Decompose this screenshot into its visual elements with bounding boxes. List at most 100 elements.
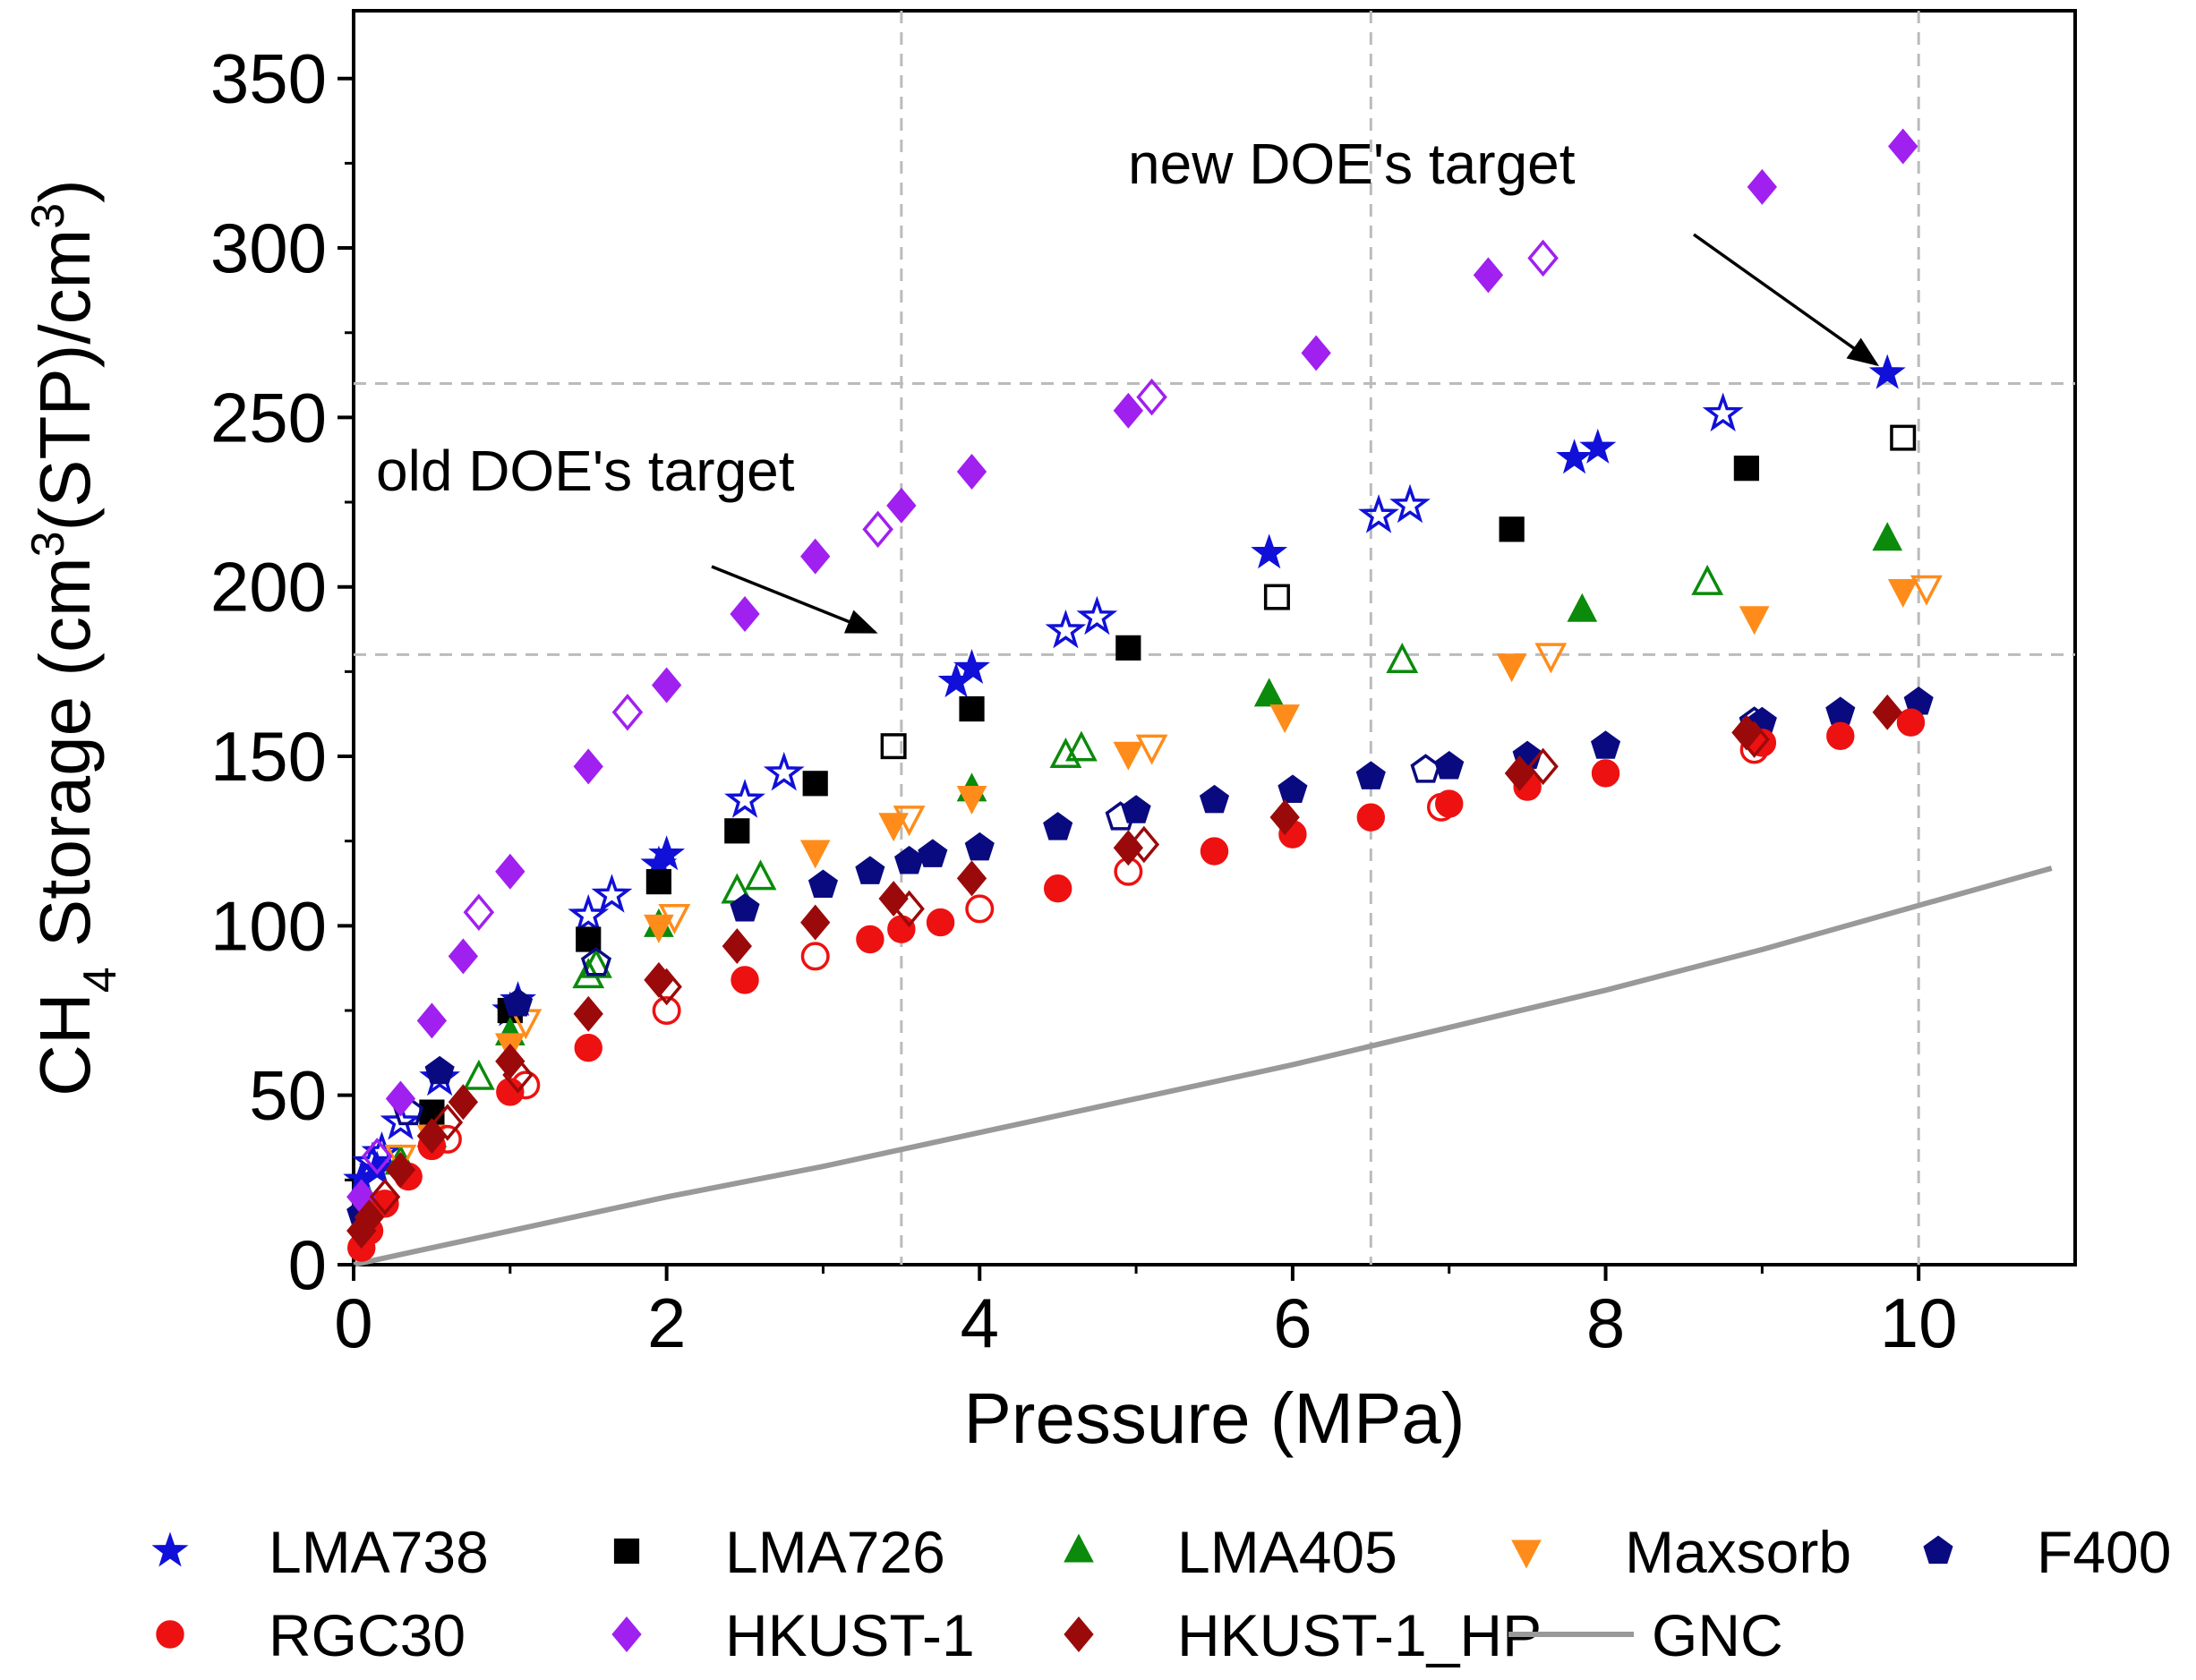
hkust-1-point: [730, 596, 760, 632]
gnc-curve-layer: [353, 866, 2053, 1267]
legend-label-rgc30: RGC30: [269, 1602, 466, 1668]
lma726-open-point: [1263, 584, 1290, 610]
legend-item-gnc: GNC: [1508, 1602, 1783, 1668]
annotation-arrow: [1692, 233, 1880, 367]
hkust-1-hp-point: [1731, 714, 1762, 751]
lma405-point: [1567, 593, 1598, 622]
hkust-1-open-point: [361, 1138, 393, 1175]
lma726-point: [724, 818, 750, 844]
hkust-1-open-point: [862, 510, 893, 549]
f400-point: [807, 869, 839, 899]
legend-item-maxsorb: Maxsorb: [1511, 1519, 1851, 1585]
f400-point: [1355, 761, 1386, 789]
data-markers: [343, 128, 1943, 1262]
legend-swatch-lma405: [1064, 1533, 1094, 1563]
plot-frame: [352, 9, 2077, 1266]
legend-item-lma405: LMA405: [1064, 1519, 1397, 1585]
f400-open-point: [1410, 754, 1441, 783]
maxsorb-point: [1113, 741, 1144, 771]
legend-label-hkust-1: HKUST-1: [725, 1602, 975, 1668]
hkust-1-hp-open-point: [432, 1104, 464, 1141]
x-tick-label: 2: [647, 1283, 686, 1362]
hkust-1-point: [1888, 128, 1918, 165]
y-axis-title-sub: 4: [74, 967, 126, 993]
lma738-open-point: [724, 779, 765, 818]
annotations: old DOE's target new DOE's target: [376, 132, 1880, 634]
rgc30-point: [1356, 803, 1386, 831]
y-tick-label: 300: [210, 209, 327, 287]
legend-swatch-rgc30: [156, 1620, 184, 1649]
hkust-1-hp-point: [573, 995, 603, 1032]
hkust-1-open-point: [1136, 378, 1167, 416]
reference-lines: [354, 11, 2075, 1265]
maxsorb-open-point: [384, 1144, 417, 1175]
lma738-open-point: [1045, 609, 1087, 649]
rgc30-point: [1200, 837, 1229, 866]
hkust-1-point: [448, 938, 479, 975]
y-axis: 0 50 100 150 200 250 300 350: [210, 39, 354, 1304]
rgc30-point: [574, 1033, 602, 1062]
x-tick-label: 0: [334, 1283, 372, 1362]
legend-label-hkust-1-hp: HKUST-1_HP: [1177, 1602, 1542, 1668]
hkust-1-point: [800, 538, 831, 575]
y-axis-title: CH4 Storage (cm3(STP)/cm3): [22, 179, 126, 1096]
y-tick-label: 250: [210, 378, 327, 456]
f400-point: [1199, 784, 1230, 814]
legend-swatch-hkust-1-hp: [1064, 1616, 1094, 1652]
lma405-open-point: [744, 859, 777, 891]
y-axis-title-pre: CH: [25, 993, 105, 1096]
f400-point: [918, 839, 948, 867]
hkust-1-hp-open-point: [369, 1178, 401, 1216]
plot-area: [343, 9, 2077, 1267]
y-tick-label: 150: [210, 717, 327, 796]
hkust-1-hp-point: [1504, 755, 1535, 791]
hkust-1-hp-point: [495, 1043, 526, 1079]
lma405-point: [1253, 678, 1285, 707]
lma738-open-point: [380, 1100, 422, 1140]
lma738-point: [1556, 439, 1594, 474]
y-axis-title-sup2: 3: [22, 203, 74, 229]
maxsorb-point: [1269, 704, 1300, 734]
hkust-1-hp-point: [1269, 799, 1300, 836]
f400-point: [730, 893, 760, 922]
maxsorb-point: [1739, 606, 1770, 635]
maxsorb-point: [799, 840, 831, 869]
lma738-open-point: [1358, 494, 1399, 533]
lma726-open-point: [880, 733, 907, 760]
lma738-open-point: [1702, 392, 1744, 432]
hkust-1-open-point: [1527, 239, 1559, 277]
f400-point: [502, 988, 534, 1017]
rgc30-point: [1591, 759, 1620, 788]
rgc30-open-point: [965, 894, 995, 924]
maxsorb-open-point: [1534, 643, 1568, 674]
f400-point: [1043, 812, 1073, 840]
lma405-open-point: [1386, 642, 1419, 674]
legend-label-lma405: LMA405: [1177, 1519, 1397, 1585]
legend-label-lma726: LMA726: [725, 1519, 945, 1585]
f400-point: [1277, 774, 1308, 803]
f400-point: [1590, 730, 1621, 759]
legend-item-lma738: LMA738: [151, 1519, 489, 1585]
gnc-curve: [353, 866, 2053, 1267]
legend-label-gnc: GNC: [1652, 1602, 1783, 1668]
hkust-1-point: [956, 453, 987, 490]
y-tick-label: 100: [210, 886, 327, 965]
y-tick-label: 350: [210, 39, 327, 118]
lma726-point: [1733, 456, 1759, 482]
legend-item-hkust-1: HKUST-1: [611, 1602, 975, 1668]
hkust-1-hp-point: [878, 881, 909, 917]
legend-swatch-lma738: [151, 1531, 189, 1567]
lma405-open-point: [1691, 564, 1724, 595]
y-axis-title-mid2: (STP)/cm: [25, 229, 105, 532]
hkust-1-open-point: [611, 694, 644, 731]
legend-item-rgc30: RGC30: [156, 1602, 466, 1668]
rgc30-open-point: [652, 996, 681, 1026]
legend-label-maxsorb: Maxsorb: [1625, 1519, 1851, 1585]
hkust-1-point: [495, 853, 526, 890]
lma726-point: [645, 869, 671, 895]
hkust-1-hp-point: [956, 860, 987, 897]
x-tick-label: 10: [1880, 1283, 1958, 1362]
lma738-open-point: [1076, 595, 1118, 635]
lma738-open-point: [763, 751, 805, 791]
